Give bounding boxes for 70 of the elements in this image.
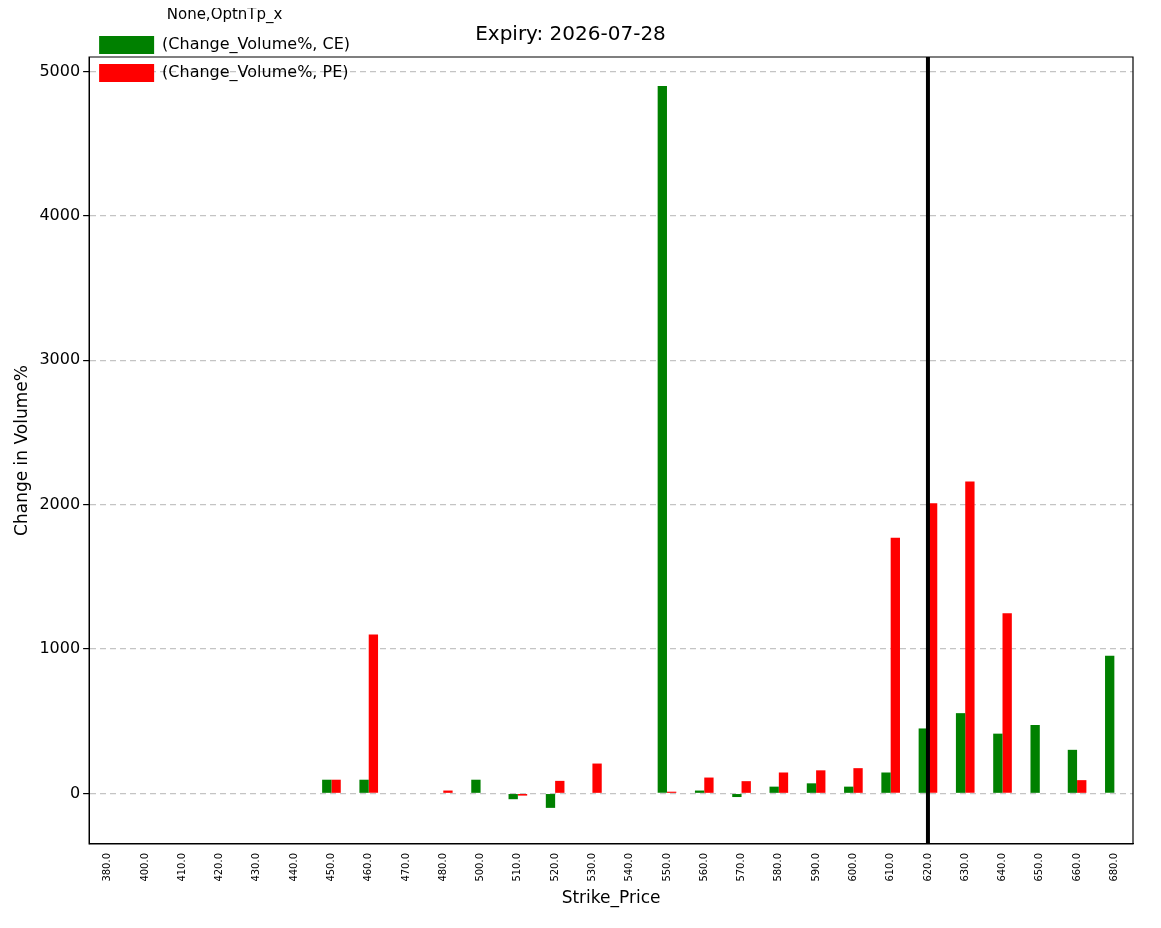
bar	[1077, 780, 1087, 793]
bar	[1002, 613, 1012, 793]
bar	[704, 777, 714, 793]
x-tick-label: 430.0	[250, 852, 262, 882]
x-tick-label: 450.0	[325, 852, 337, 882]
x-tick-label: 660.0	[1070, 852, 1082, 882]
bar	[806, 783, 817, 793]
bar	[471, 779, 481, 793]
x-tick-label: 500.0	[474, 852, 486, 882]
x-tick-label: 680.0	[1107, 852, 1119, 882]
bar	[993, 733, 1003, 793]
bar	[1030, 724, 1040, 793]
bar	[555, 780, 565, 793]
y-axis-title: Change in Volume%	[10, 365, 31, 536]
x-tick-label: 520.0	[548, 852, 560, 882]
x-tick-label: 560.0	[697, 852, 709, 882]
legend-label: (Change_Volume%, PE)	[162, 62, 349, 83]
bar	[1105, 655, 1115, 793]
x-tick-label: 550.0	[660, 852, 672, 882]
x-tick-label: 540.0	[623, 852, 635, 882]
y-tick-label: 4000	[39, 204, 81, 224]
x-tick-label: 400.0	[138, 852, 150, 882]
x-tick-label: 380.0	[101, 852, 113, 882]
bar	[732, 794, 742, 798]
bar	[657, 85, 667, 793]
x-tick-label: 510.0	[511, 852, 523, 882]
x-tick-label: 530.0	[586, 852, 598, 882]
x-tick-label: 440.0	[287, 852, 299, 882]
bar	[545, 794, 556, 808]
bar	[965, 481, 975, 793]
bar	[359, 779, 369, 793]
bar	[778, 772, 789, 793]
y-tick-label: 2000	[39, 493, 81, 513]
bar	[322, 779, 332, 793]
bar	[592, 763, 602, 793]
x-tick-label: 420.0	[213, 852, 225, 882]
bar	[331, 779, 341, 793]
y-tick-label: 3000	[39, 349, 81, 369]
legend-title: None,OptnTp_x	[166, 5, 283, 25]
bar	[853, 768, 863, 793]
y-tick-label: 0	[69, 782, 81, 802]
x-tick-label: 630.0	[958, 852, 970, 882]
x-tick-label: 460.0	[362, 852, 374, 882]
chart-title: Expiry: 2026-07-28	[475, 21, 666, 46]
bar	[1067, 749, 1078, 793]
bar	[443, 790, 453, 793]
legend-label: (Change_Volume%, CE)	[162, 34, 351, 55]
bar	[844, 786, 854, 793]
bar	[816, 770, 826, 793]
bar	[890, 537, 900, 793]
x-tick-label: 590.0	[809, 852, 821, 882]
x-tick-label: 410.0	[175, 852, 187, 882]
bar	[881, 772, 891, 793]
x-tick-label: 640.0	[996, 852, 1008, 882]
x-tick-label: 620.0	[921, 852, 933, 882]
bar	[769, 786, 779, 793]
bar	[368, 634, 379, 793]
x-tick-label: 610.0	[884, 852, 896, 882]
x-tick-label: 580.0	[772, 852, 784, 882]
x-tick-label: 650.0	[1033, 852, 1045, 882]
bar	[508, 794, 518, 800]
bar	[741, 781, 751, 793]
bar	[955, 713, 966, 793]
x-tick-label: 480.0	[436, 852, 448, 882]
y-tick-label: 5000	[39, 60, 81, 80]
x-tick-label: 570.0	[735, 852, 747, 882]
y-tick-label: 1000	[39, 638, 81, 658]
x-tick-label: 470.0	[399, 852, 411, 882]
x-tick-label: 600.0	[846, 852, 858, 882]
x-axis-title: Strike_Price	[561, 887, 661, 909]
